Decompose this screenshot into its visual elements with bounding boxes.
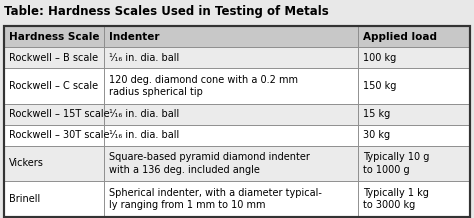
Bar <box>4 47 104 68</box>
Bar <box>4 181 104 217</box>
Bar <box>358 104 470 125</box>
Text: Typically 10 g
to 1000 g: Typically 10 g to 1000 g <box>363 152 429 175</box>
Text: Spherical indenter, with a diameter typical-
ly ranging from 1 mm to 10 mm: Spherical indenter, with a diameter typi… <box>109 188 322 211</box>
Text: Table: Hardness Scales Used in Testing of Metals: Table: Hardness Scales Used in Testing o… <box>4 5 328 19</box>
Bar <box>4 26 470 217</box>
Bar <box>104 146 358 181</box>
Text: ¹⁄₁₆ in. dia. ball: ¹⁄₁₆ in. dia. ball <box>109 130 179 140</box>
Bar <box>358 181 470 217</box>
Text: ¹⁄₁₆ in. dia. ball: ¹⁄₁₆ in. dia. ball <box>109 53 179 63</box>
Bar <box>104 47 358 68</box>
Text: Rockwell – 15T scale: Rockwell – 15T scale <box>9 109 109 119</box>
Text: Rockwell – C scale: Rockwell – C scale <box>9 81 98 91</box>
Bar <box>4 26 104 47</box>
Text: Brinell: Brinell <box>9 194 40 204</box>
Bar <box>358 47 470 68</box>
Text: Hardness Scale: Hardness Scale <box>9 32 99 42</box>
Bar <box>358 68 470 104</box>
Bar <box>4 26 470 217</box>
Text: 15 kg: 15 kg <box>363 109 390 119</box>
Bar <box>358 146 470 181</box>
Bar <box>4 68 104 104</box>
Text: Typically 1 kg
to 3000 kg: Typically 1 kg to 3000 kg <box>363 188 429 211</box>
Text: 120 deg. diamond cone with a 0.2 mm
radius spherical tip: 120 deg. diamond cone with a 0.2 mm radi… <box>109 75 298 97</box>
Text: Applied load: Applied load <box>363 32 437 42</box>
Text: 150 kg: 150 kg <box>363 81 396 91</box>
Text: 100 kg: 100 kg <box>363 53 396 63</box>
Bar <box>104 125 358 146</box>
Text: Rockwell – 30T scale: Rockwell – 30T scale <box>9 130 109 140</box>
Bar <box>4 146 104 181</box>
Bar <box>104 181 358 217</box>
Bar <box>4 104 104 125</box>
Text: Square-based pyramid diamond indenter
with a 136 deg. included angle: Square-based pyramid diamond indenter wi… <box>109 152 310 175</box>
Text: Vickers: Vickers <box>9 158 44 169</box>
Text: 30 kg: 30 kg <box>363 130 390 140</box>
Text: Rockwell – B scale: Rockwell – B scale <box>9 53 98 63</box>
Bar <box>4 125 104 146</box>
Bar <box>104 26 358 47</box>
Bar <box>358 125 470 146</box>
Bar <box>358 26 470 47</box>
Bar <box>104 104 358 125</box>
Text: ¹⁄₁₆ in. dia. ball: ¹⁄₁₆ in. dia. ball <box>109 109 179 119</box>
Bar <box>104 68 358 104</box>
Text: Indenter: Indenter <box>109 32 159 42</box>
